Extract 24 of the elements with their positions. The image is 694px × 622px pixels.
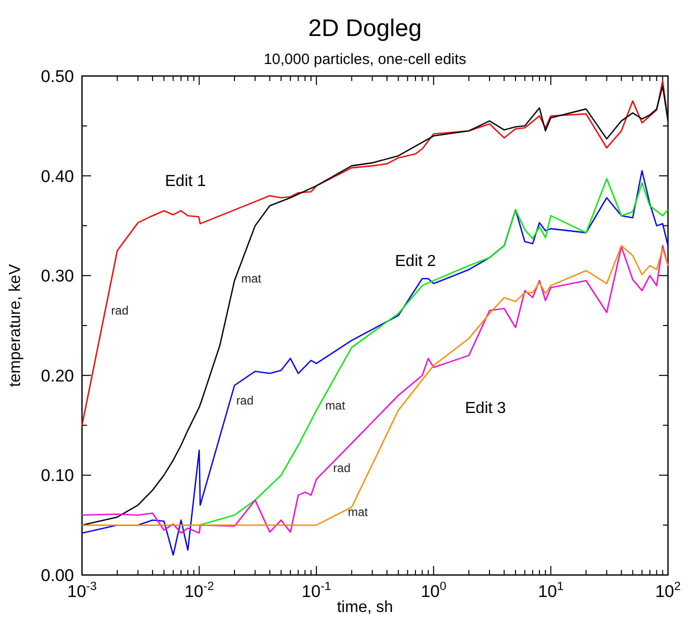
x-tick-label: 10$^{-2}$: [184, 579, 214, 601]
series-label: rad: [333, 461, 351, 476]
series-label: mat: [325, 398, 346, 412]
y-tick-label: 0.40: [40, 166, 74, 186]
series-label: mat: [348, 505, 369, 520]
chart-title: 2D Dogleg: [308, 15, 422, 42]
x-tick-label: 10$^{1}$: [538, 579, 564, 601]
annotation: Edit 1: [165, 173, 206, 190]
y-tick-label: 0.20: [40, 366, 74, 386]
y-tick-label: 0.30: [40, 266, 74, 286]
y-tick-label: 0.00: [40, 566, 74, 585]
y-axis-title: temperature, keV: [7, 264, 24, 387]
series-label: rad: [111, 304, 129, 318]
annotation: Edit 3: [465, 400, 506, 417]
x-axis-title: time, sh: [336, 599, 394, 616]
annotation: Edit 2: [395, 253, 436, 270]
x-tick-label: 10$^{0}$: [420, 579, 447, 601]
x-tick-label: 10$^{2}$: [655, 579, 682, 601]
y-tick-label: 0.50: [40, 67, 74, 86]
series-label: mat: [241, 272, 262, 286]
y-tick-label: 0.10: [40, 466, 74, 486]
series-label: rad: [236, 393, 254, 408]
chart-subtitle: 10,000 particles, one-cell edits: [264, 51, 466, 68]
x-tick-label: 10$^{-1}$: [302, 579, 332, 601]
